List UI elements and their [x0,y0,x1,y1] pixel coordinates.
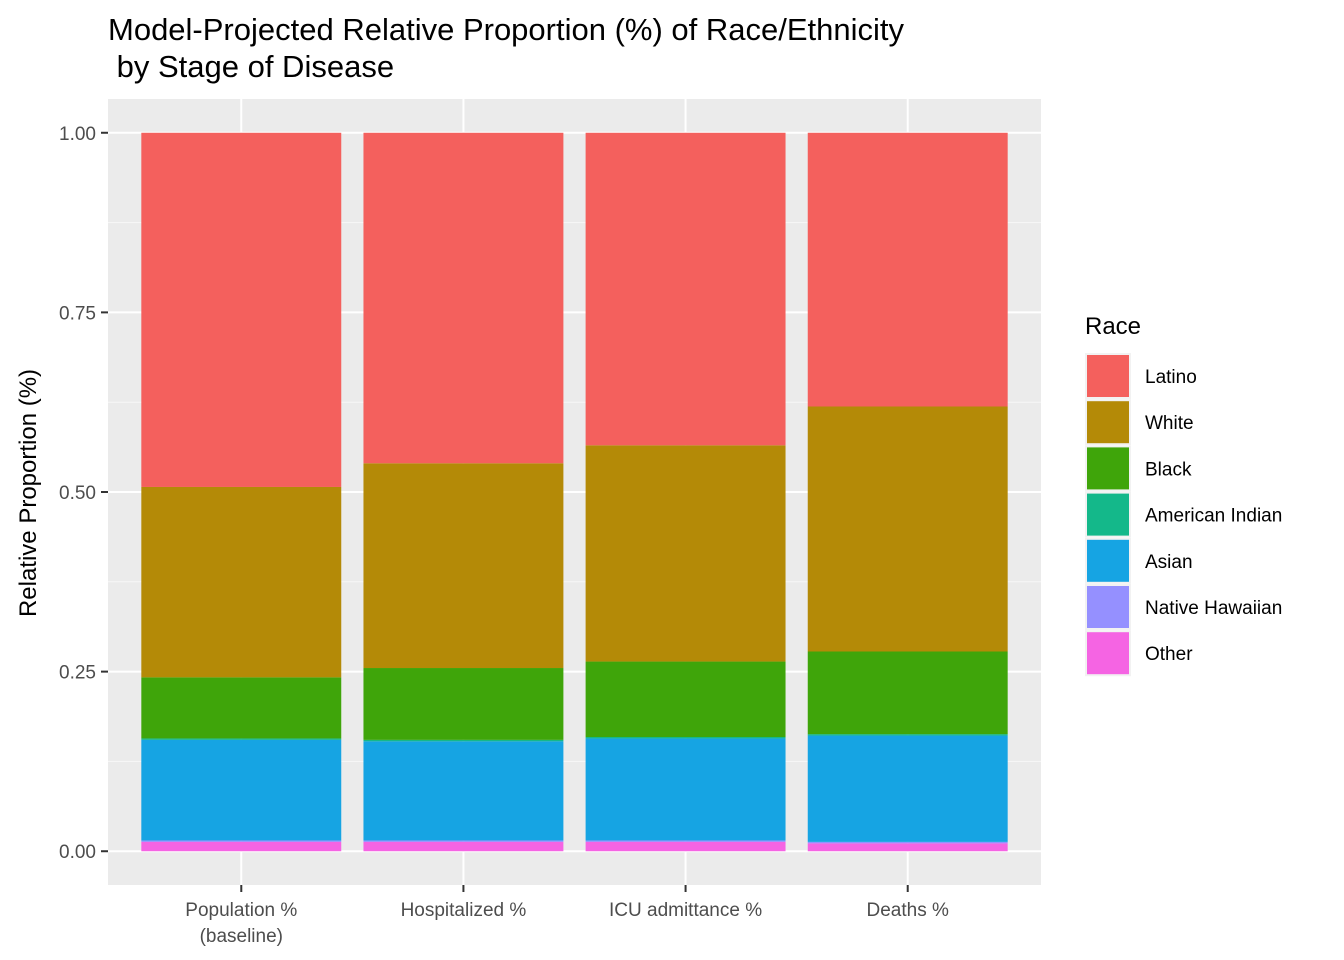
bar-segment-native-hawaiian [363,840,564,842]
y-tick-label: 0.50 [59,483,96,504]
bar-segment-native-hawaiian [807,841,1008,844]
bar-segment-latino [141,132,342,487]
bar-segment-american-indian [807,734,1008,736]
x-tick-label: Deaths % [867,900,949,921]
x-tick-label: Population % [185,900,297,921]
bar-segment-white [363,463,564,669]
bar-segment-latino [585,132,786,446]
bar-segment-native-hawaiian [141,840,342,842]
bar-segment-latino [363,132,564,464]
bar-segment-other [141,841,342,852]
bar-segment-american-indian [585,736,786,739]
legend-label: Other [1145,644,1193,665]
chart-title-line-1: Model-Projected Relative Proportion (%) … [108,12,905,47]
bar-segment-asian [585,738,786,841]
bar-segment-other [585,841,786,852]
bar-segment-white [585,445,786,662]
bar-segment-american-indian [141,738,342,740]
legend-label: Asian [1145,552,1193,573]
legend-label: American Indian [1145,506,1282,527]
legend-swatch-asian [1087,539,1129,582]
legend-label: Latino [1145,367,1197,388]
y-tick-label: 0.25 [59,663,96,684]
legend-swatch-other [1087,632,1129,675]
bar-segment-white [807,406,1008,652]
bar-segment-native-hawaiian [585,840,786,842]
x-tick-label: Hospitalized % [401,900,527,921]
legend-swatch-native-hawaiian [1087,586,1129,628]
legend-label: Native Hawaiian [1145,598,1282,619]
bar-segment-asian [363,741,564,841]
x-tick-label: ICU admittance % [609,900,762,921]
bar-segment-black [363,668,564,740]
bar-segment-black [585,661,786,737]
legend-swatch-american-indian [1087,493,1129,536]
bar-segment-black [807,651,1008,735]
bar-segment-white [141,486,342,678]
bar-segment-asian [141,739,342,841]
y-tick-label: 0.00 [59,842,96,863]
bar-segment-other [807,843,1008,852]
legend-title: Race [1085,313,1141,340]
y-tick-label: 1.00 [59,124,96,145]
bar-segment-latino [807,132,1008,407]
bar-segment-black [141,677,342,739]
bar-segment-american-indian [363,739,564,742]
legend-label: Black [1145,459,1192,480]
bar-segment-other [363,841,564,852]
bar-segment-asian [807,735,1008,842]
y-axis-title: Relative Proportion (%) [15,369,42,617]
y-tick-label: 0.75 [59,303,96,324]
legend-swatch-white [1087,401,1129,444]
chart-title-line-2: by Stage of Disease [108,49,394,84]
legend-swatch-latino [1087,355,1129,397]
x-tick-label: (baseline) [200,926,283,947]
legend-label: White [1145,413,1194,434]
legend-swatch-black [1087,447,1129,490]
